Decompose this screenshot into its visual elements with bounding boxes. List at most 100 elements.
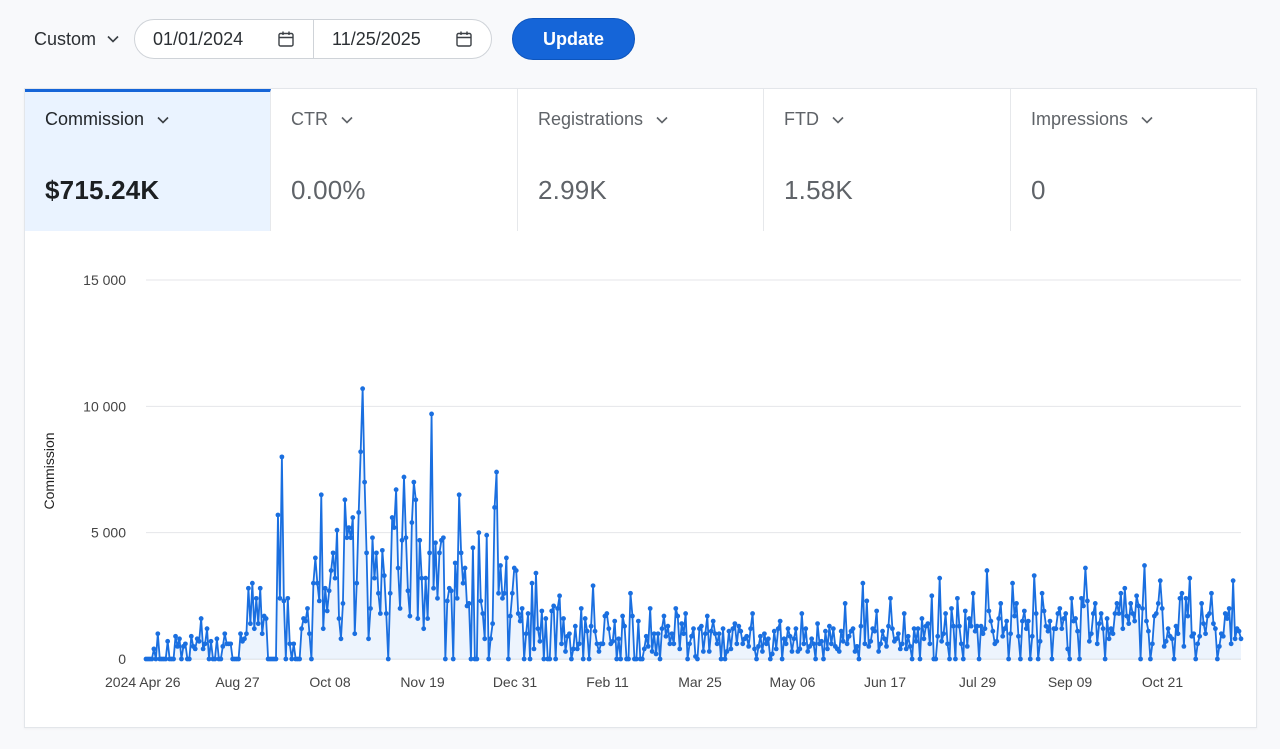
data-point[interactable]	[612, 618, 618, 624]
data-point[interactable]	[523, 631, 529, 637]
data-point[interactable]	[966, 616, 972, 621]
data-point[interactable]	[933, 656, 939, 662]
data-point[interactable]	[1138, 656, 1143, 662]
data-point[interactable]	[1177, 595, 1183, 601]
data-point[interactable]	[1053, 626, 1059, 632]
data-point[interactable]	[535, 626, 541, 632]
data-point[interactable]	[1098, 611, 1104, 616]
data-point[interactable]	[366, 636, 371, 642]
data-point[interactable]	[541, 656, 547, 662]
data-point[interactable]	[1096, 621, 1102, 627]
data-point[interactable]	[639, 656, 645, 662]
data-point[interactable]	[419, 575, 425, 581]
data-point[interactable]	[630, 613, 635, 619]
data-point[interactable]	[771, 628, 777, 634]
data-point[interactable]	[677, 646, 683, 652]
data-point[interactable]	[155, 631, 161, 637]
data-point[interactable]	[519, 606, 525, 611]
data-point[interactable]	[1019, 618, 1025, 624]
data-point[interactable]	[356, 510, 362, 515]
data-point[interactable]	[927, 641, 933, 647]
data-point[interactable]	[708, 628, 714, 634]
metric-tab-impressions[interactable]: Impressions 0	[1011, 89, 1256, 231]
data-point[interactable]	[704, 613, 710, 619]
data-point[interactable]	[1092, 601, 1098, 606]
data-point[interactable]	[649, 649, 655, 654]
data-point[interactable]	[1220, 633, 1226, 639]
data-point[interactable]	[303, 618, 308, 624]
data-point[interactable]	[769, 651, 775, 657]
data-point[interactable]	[984, 568, 990, 573]
data-point[interactable]	[196, 638, 202, 644]
data-point[interactable]	[886, 623, 891, 629]
data-point[interactable]	[840, 638, 846, 644]
data-point[interactable]	[1216, 643, 1222, 649]
data-point[interactable]	[1191, 631, 1197, 637]
data-point[interactable]	[978, 623, 984, 629]
data-point[interactable]	[846, 633, 852, 639]
data-point[interactable]	[448, 588, 454, 594]
data-point[interactable]	[186, 656, 192, 662]
data-point[interactable]	[539, 608, 545, 614]
data-point[interactable]	[854, 643, 860, 649]
data-point[interactable]	[773, 646, 779, 652]
data-point[interactable]	[762, 631, 767, 637]
data-point[interactable]	[799, 611, 805, 616]
data-point[interactable]	[352, 631, 358, 637]
data-point[interactable]	[698, 623, 704, 629]
data-point[interactable]	[972, 628, 978, 634]
data-point[interactable]	[291, 641, 297, 647]
data-point[interactable]	[1008, 631, 1013, 637]
data-point[interactable]	[657, 656, 663, 662]
data-point[interactable]	[622, 623, 627, 629]
data-point[interactable]	[779, 656, 785, 662]
data-point[interactable]	[767, 656, 773, 662]
data-point[interactable]	[494, 469, 499, 475]
data-point[interactable]	[1025, 618, 1031, 624]
data-point[interactable]	[951, 623, 956, 629]
data-point[interactable]	[921, 636, 927, 642]
data-point[interactable]	[1126, 621, 1132, 627]
data-point[interactable]	[1207, 611, 1212, 616]
data-point[interactable]	[781, 636, 787, 642]
data-point[interactable]	[604, 611, 610, 616]
data-point[interactable]	[281, 598, 287, 604]
data-point[interactable]	[433, 540, 438, 546]
data-point[interactable]	[864, 598, 870, 604]
data-point[interactable]	[490, 621, 496, 627]
data-point[interactable]	[454, 595, 460, 601]
data-point[interactable]	[192, 646, 198, 652]
data-point[interactable]	[570, 646, 576, 652]
data-point[interactable]	[1228, 641, 1234, 647]
data-point[interactable]	[730, 626, 736, 632]
data-point[interactable]	[907, 643, 913, 649]
data-point[interactable]	[387, 590, 393, 596]
data-point[interactable]	[955, 595, 960, 601]
data-point[interactable]	[1083, 565, 1088, 571]
data-point[interactable]	[214, 636, 220, 642]
data-point[interactable]	[374, 550, 379, 556]
data-point[interactable]	[584, 628, 590, 634]
data-point[interactable]	[476, 530, 482, 536]
data-point[interactable]	[204, 626, 210, 632]
data-point[interactable]	[555, 606, 561, 611]
data-point[interactable]	[673, 606, 679, 611]
data-point[interactable]	[1057, 606, 1063, 611]
data-point[interactable]	[1108, 626, 1114, 632]
data-point[interactable]	[458, 550, 464, 556]
data-point[interactable]	[527, 656, 533, 662]
data-point[interactable]	[411, 479, 417, 485]
data-point[interactable]	[1104, 616, 1110, 621]
data-point[interactable]	[336, 616, 342, 621]
data-point[interactable]	[726, 628, 732, 634]
data-point[interactable]	[1037, 638, 1043, 644]
data-point[interactable]	[628, 590, 633, 596]
data-point[interactable]	[1014, 601, 1019, 606]
data-point[interactable]	[793, 626, 799, 632]
data-point[interactable]	[318, 492, 324, 498]
metric-tab-ftd[interactable]: FTD 1.58K	[764, 89, 1011, 231]
data-point[interactable]	[655, 631, 661, 637]
data-point[interactable]	[407, 613, 413, 619]
data-point[interactable]	[1100, 626, 1106, 632]
data-point[interactable]	[1012, 613, 1017, 619]
